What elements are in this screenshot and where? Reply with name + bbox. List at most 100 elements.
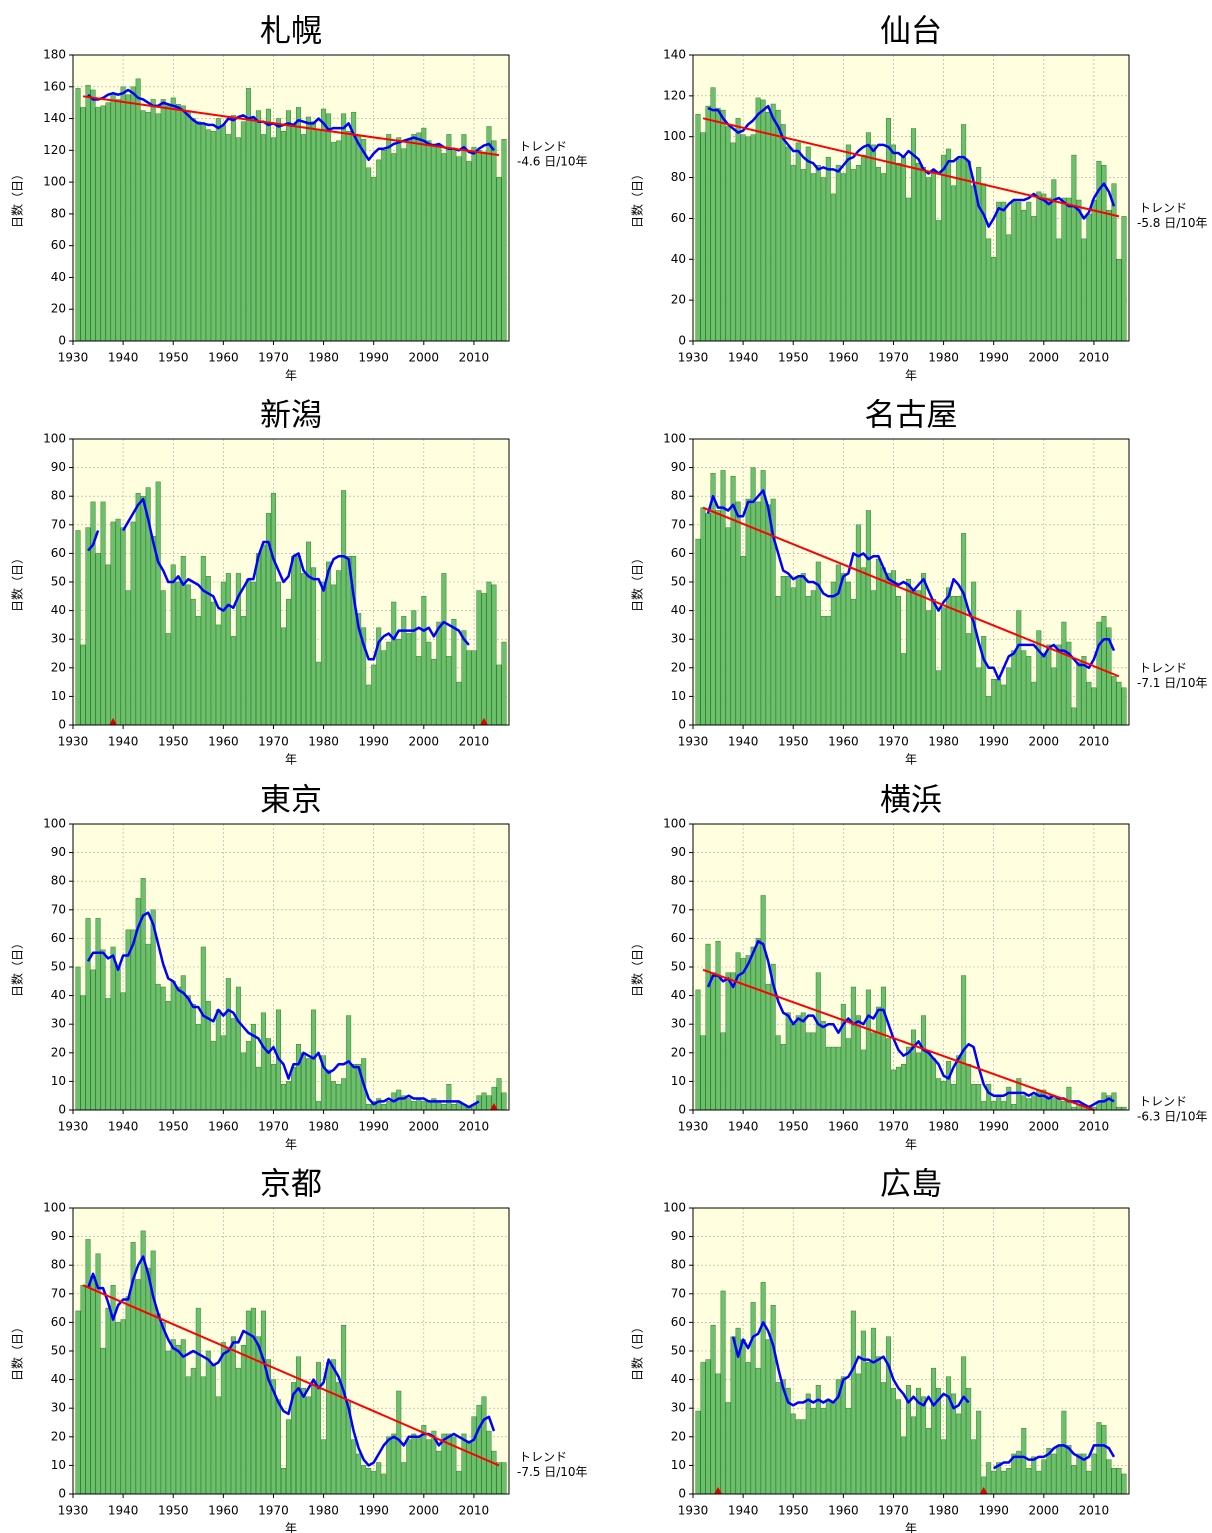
bar [180,1339,186,1495]
bar [275,581,281,726]
bar [245,1041,251,1111]
y-tick-label: 0 [678,1487,686,1501]
y-tick-label: 100 [663,129,686,143]
bar [155,1313,161,1495]
bar [150,909,156,1111]
bar [895,1399,901,1495]
bar [215,118,221,342]
bar [301,134,307,342]
bar [815,165,821,342]
bar [200,1376,206,1495]
bar [916,163,922,342]
bar [1046,644,1052,726]
bar [900,156,906,342]
bar [411,134,417,342]
bar [830,1046,836,1111]
bar [125,590,131,726]
bar [755,938,761,1111]
bar [331,142,337,342]
bar [80,644,86,726]
bar [996,201,1002,342]
bar [245,578,251,726]
bar [790,1413,796,1495]
bar [1111,183,1117,342]
bar [860,154,866,342]
bar [381,1104,387,1111]
x-tick-label: 1930 [678,1120,709,1134]
bar [461,630,467,726]
bar [351,111,357,342]
bar [1036,1470,1042,1495]
y-axis-label: 日数（日） [630,552,645,612]
bar [1056,238,1062,342]
y-tick-label: 0 [58,1487,66,1501]
bar [775,1035,781,1111]
moving-average-line [707,104,1116,228]
bar [1021,1095,1027,1111]
bar [986,1462,992,1495]
bar [165,633,171,726]
bar [941,154,947,342]
trend-label: -4.6 日/10年 [517,155,588,169]
bar [860,1049,866,1111]
y-tick-label: 120 [43,143,66,157]
bar [785,576,791,726]
bar [386,134,392,342]
bar [911,1029,917,1111]
bar [800,1012,806,1111]
bar [1111,676,1117,726]
bar [486,581,492,726]
bar [260,544,266,726]
bar [260,134,266,342]
bar [1006,667,1012,726]
y-tick-label: 20 [51,1429,66,1443]
y-tick-label: 140 [43,111,66,125]
bar [991,1470,997,1495]
bar [85,918,91,1111]
x-tick-label: 1980 [308,1504,339,1518]
trend-label: -7.5 日/10年 [517,1465,588,1479]
bar [291,556,297,726]
bar [845,144,851,342]
bar [336,570,342,726]
plot-frame [72,438,510,726]
bar [311,121,317,342]
bar [755,1367,761,1495]
y-tick-label: 30 [51,1401,66,1415]
x-tick-label: 1950 [158,1120,189,1134]
bar [371,177,377,342]
bar [95,107,101,342]
bar [100,1347,106,1495]
bar [95,1253,101,1495]
bar [705,943,711,1111]
bar [1021,1427,1027,1495]
bar [165,1350,171,1495]
y-tick-label: 60 [51,238,66,252]
y-axis-label: 日数（日） [10,1321,25,1381]
bar [715,510,721,726]
x-tick-label: 2000 [1029,735,1060,749]
bar [311,567,317,726]
bar [456,1470,462,1495]
bar [921,1396,927,1495]
bar [1116,1468,1122,1495]
x-tick-label: 1980 [308,351,339,365]
bar [210,131,216,342]
bar [275,1399,281,1495]
y-tick-label: 10 [51,1074,66,1088]
bar [1051,1098,1057,1111]
bar [306,116,312,342]
bar [770,1304,776,1495]
bar [1106,210,1112,342]
x-tick-label: 2010 [459,1504,490,1518]
bar [785,146,791,342]
x-tick-label: 1970 [258,1120,289,1134]
bar [170,981,176,1111]
bar [75,1310,81,1495]
bar [966,1063,972,1111]
bar [185,584,191,726]
bar [280,1468,286,1495]
bar [1001,1470,1007,1495]
bar [120,992,126,1111]
trend-label: -6.3 日/10年 [1137,1110,1208,1124]
